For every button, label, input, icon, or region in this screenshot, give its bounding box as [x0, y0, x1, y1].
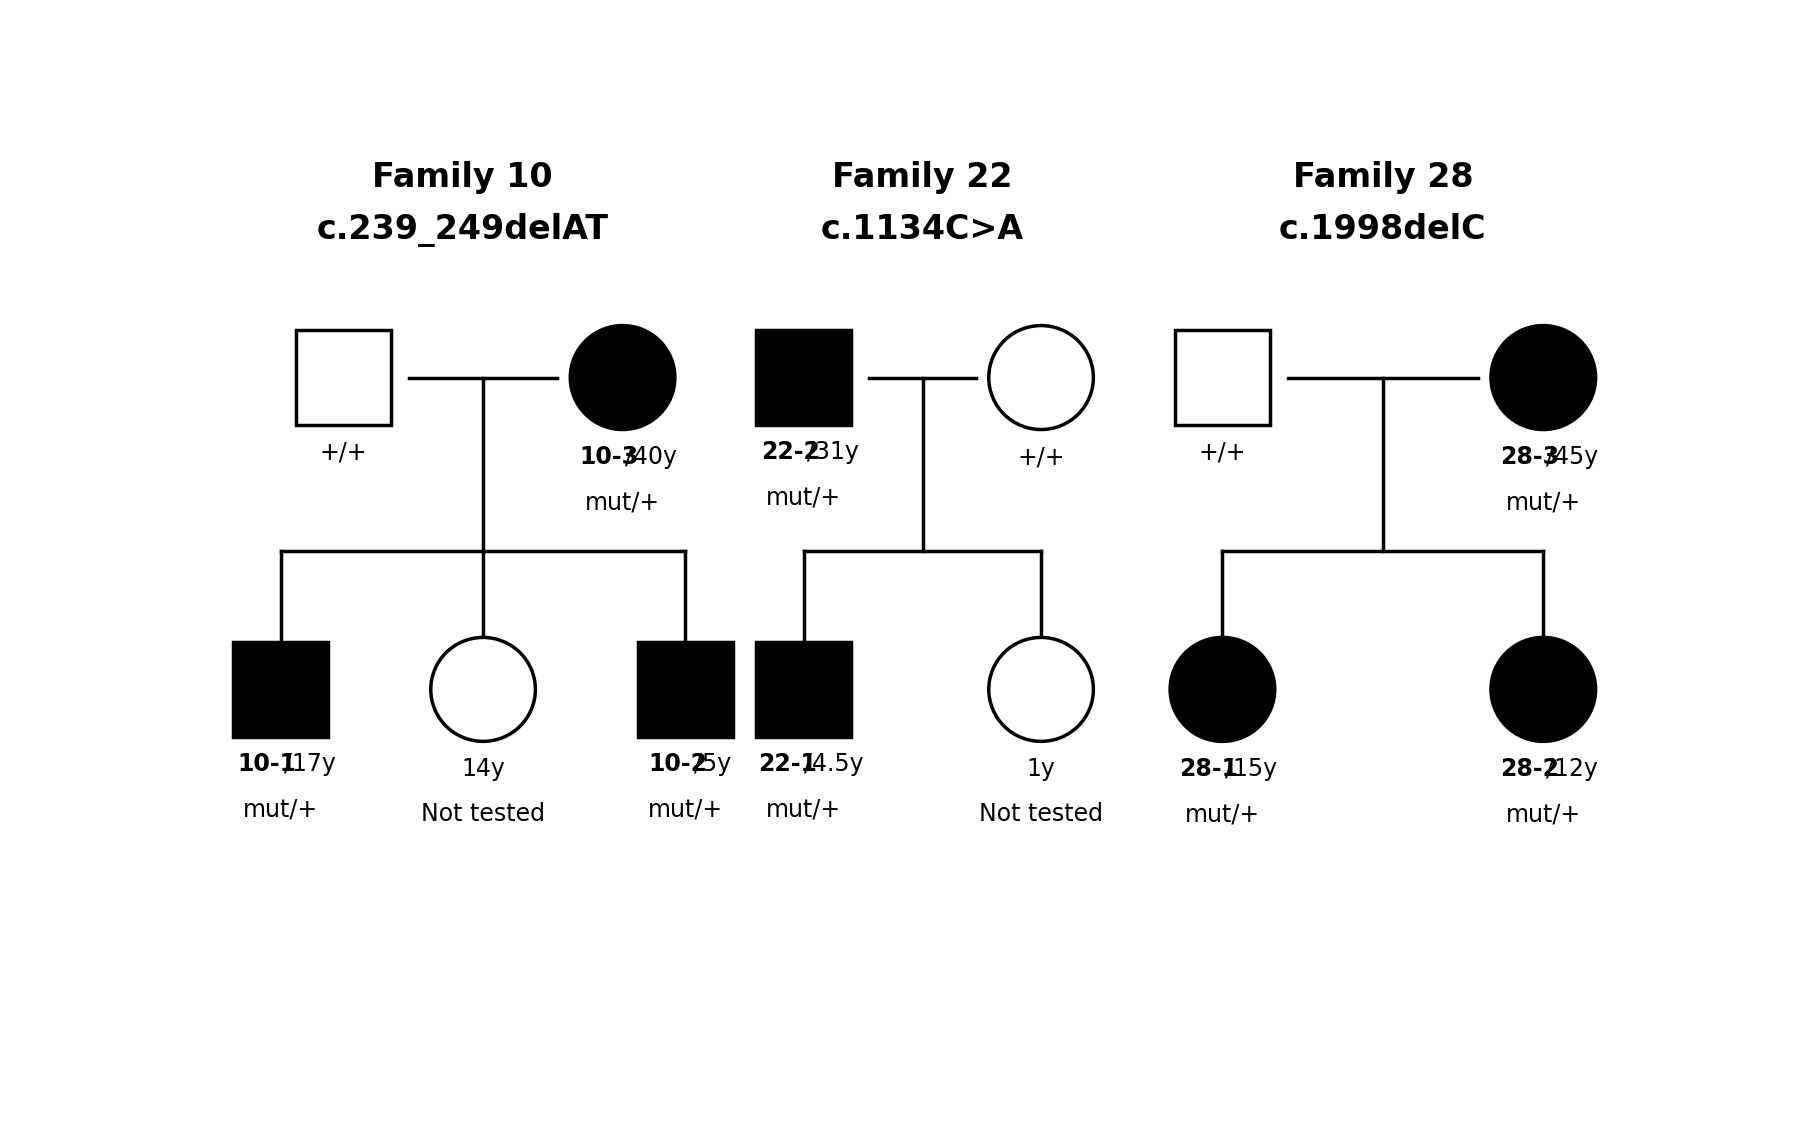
Bar	[756, 331, 851, 424]
Text: /40y: /40y	[625, 446, 677, 469]
Text: 28-3: 28-3	[1499, 446, 1559, 469]
Text: mut/+: mut/+	[1507, 802, 1580, 826]
Text: 22-1: 22-1	[758, 753, 817, 776]
Text: mut/+: mut/+	[585, 490, 661, 514]
Text: 1y: 1y	[1026, 757, 1055, 781]
Text: mut/+: mut/+	[1507, 490, 1580, 514]
Bar	[297, 331, 391, 424]
Text: Family 22: Family 22	[832, 161, 1013, 194]
Ellipse shape	[571, 325, 675, 430]
Text: +/+: +/+	[1017, 446, 1066, 469]
Text: Not tested: Not tested	[421, 802, 545, 826]
Text: 14y: 14y	[461, 757, 506, 781]
Ellipse shape	[988, 638, 1093, 741]
Text: mut/+: mut/+	[1184, 802, 1260, 826]
Text: mut/+: mut/+	[648, 798, 724, 821]
Ellipse shape	[1170, 638, 1274, 741]
Ellipse shape	[430, 638, 535, 741]
Text: /45y: /45y	[1546, 446, 1598, 469]
Text: 28-2: 28-2	[1501, 757, 1559, 781]
Text: +/+: +/+	[320, 440, 367, 465]
Text: Family 28: Family 28	[1292, 161, 1472, 194]
Text: Family 10: Family 10	[373, 161, 553, 194]
Text: 10-2: 10-2	[648, 753, 707, 776]
Text: /31y: /31y	[806, 440, 859, 465]
Bar	[637, 642, 733, 737]
Text: 10-1: 10-1	[238, 753, 297, 776]
Text: c.1134C>A: c.1134C>A	[821, 213, 1024, 246]
Text: 28-1: 28-1	[1179, 757, 1238, 781]
Text: mut/+: mut/+	[243, 798, 319, 821]
Text: Not tested: Not tested	[979, 802, 1103, 826]
Text: c.1998delC: c.1998delC	[1280, 213, 1487, 246]
Ellipse shape	[1490, 638, 1595, 741]
Ellipse shape	[988, 325, 1093, 430]
Text: c.239_249delAT: c.239_249delAT	[317, 213, 608, 248]
Text: /5y: /5y	[693, 753, 731, 776]
Ellipse shape	[1490, 325, 1595, 430]
Text: /15y: /15y	[1226, 757, 1278, 781]
Text: 22-2: 22-2	[761, 440, 819, 465]
Text: mut/+: mut/+	[767, 798, 841, 821]
Bar	[756, 642, 851, 737]
Text: /17y: /17y	[284, 753, 335, 776]
Bar	[234, 642, 328, 737]
Bar	[1175, 331, 1269, 424]
Text: mut/+: mut/+	[767, 485, 841, 510]
Text: /12y: /12y	[1546, 757, 1598, 781]
Text: +/+: +/+	[1199, 440, 1246, 465]
Text: /4.5y: /4.5y	[803, 753, 864, 776]
Text: 10-3: 10-3	[580, 446, 639, 469]
